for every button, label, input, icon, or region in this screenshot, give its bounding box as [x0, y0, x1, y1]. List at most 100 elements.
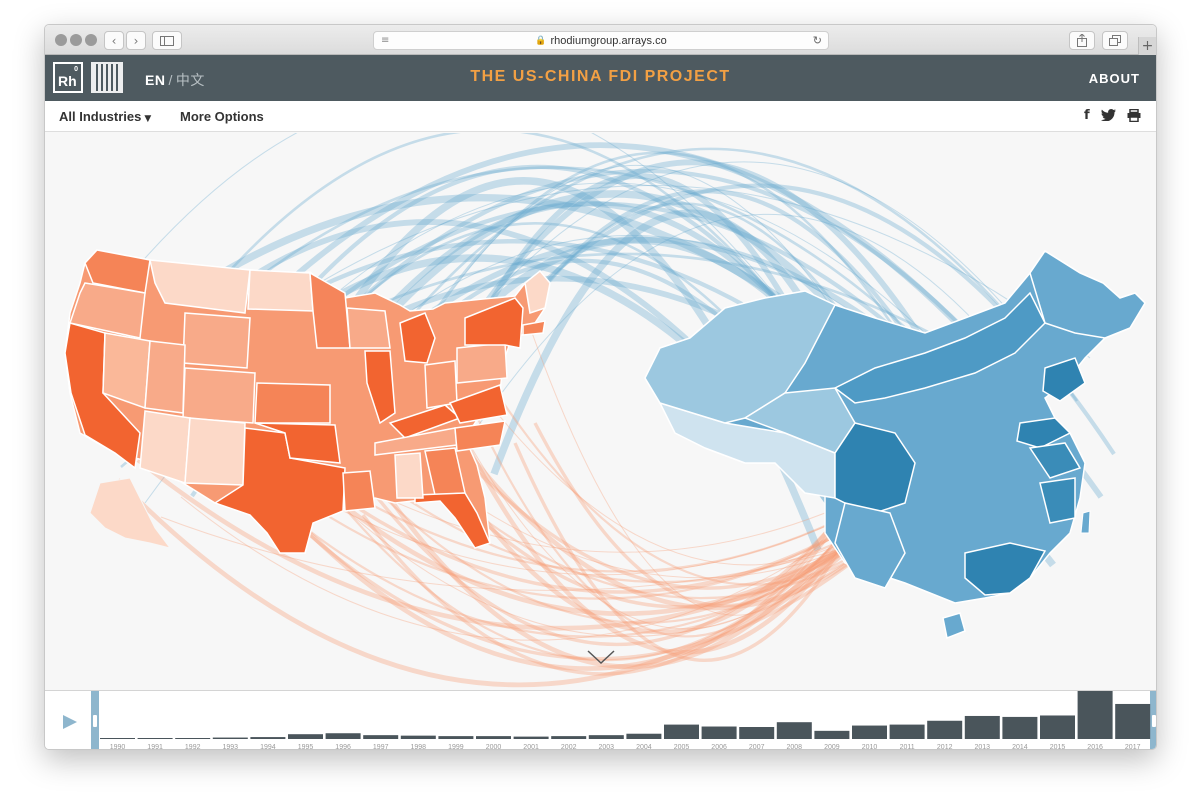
site-header: Rh 0 EN / 中文 THE US-CHINA FDI PROJECT ABOUT — [45, 55, 1156, 101]
timeline-year-label: 2011 — [900, 744, 915, 750]
province-guangdong[interactable] — [964, 542, 1047, 596]
timeline-bar-1995[interactable] — [288, 734, 323, 739]
tabs-overview-button[interactable] — [1102, 31, 1128, 50]
filter-bar: All Industries ▼ More Options f — [45, 101, 1156, 132]
state-ohio[interactable] — [424, 360, 458, 409]
lang-zh-link[interactable]: 中文 — [175, 73, 205, 89]
state-illinois[interactable] — [364, 350, 396, 425]
province-tibet[interactable] — [658, 401, 836, 499]
state-florida[interactable] — [414, 492, 492, 549]
timeline-bar-2007[interactable] — [739, 727, 775, 739]
timeline-bar-2001[interactable] — [513, 736, 549, 739]
timeline-bar-2008[interactable] — [776, 722, 812, 739]
qr-code-logo[interactable] — [91, 62, 123, 93]
province-zhejiang[interactable] — [1039, 477, 1076, 524]
rhodium-logo[interactable]: Rh 0 — [53, 62, 83, 93]
timeline-bar-2003[interactable] — [588, 735, 624, 739]
timeline-bar-2011[interactable] — [889, 724, 925, 739]
play-button[interactable] — [55, 711, 85, 733]
province-yunnan[interactable] — [834, 502, 906, 589]
province-liaoning[interactable] — [1042, 357, 1086, 402]
timeline-bar-1996[interactable] — [325, 733, 361, 739]
state-oregon[interactable] — [69, 282, 146, 339]
timeline-bar-2014[interactable] — [1002, 716, 1038, 739]
timeline-year-label: 2017 — [1125, 744, 1141, 750]
timeline-bar-1992[interactable] — [175, 738, 211, 739]
new-tab-button[interactable]: + — [1138, 37, 1156, 55]
state-alabama[interactable] — [394, 452, 424, 499]
timeline-bar-2015[interactable] — [1040, 715, 1075, 739]
timeline-bar-2013[interactable] — [964, 715, 1000, 739]
state-maine[interactable] — [524, 269, 551, 314]
alaska[interactable] — [89, 477, 172, 549]
range-start-handle[interactable] — [91, 691, 99, 749]
timeline-bar-1991[interactable] — [137, 738, 173, 739]
timeline-year-label: 2004 — [636, 744, 652, 750]
back-button[interactable]: ‹ — [104, 31, 124, 50]
state-michigan[interactable] — [399, 312, 436, 364]
state-virginia[interactable] — [448, 384, 508, 424]
timeline-bar-1994[interactable] — [250, 737, 286, 739]
state-minnesota[interactable] — [309, 271, 351, 349]
fdi-flow-map[interactable] — [45, 133, 1156, 690]
state-kansas[interactable] — [254, 382, 331, 424]
timeline-bar-1999[interactable] — [438, 736, 474, 739]
zoom-window-button[interactable] — [85, 34, 97, 46]
state-new-mexico[interactable] — [184, 417, 246, 486]
province-hainan[interactable] — [942, 612, 966, 640]
timeline-bar-2002[interactable] — [551, 736, 587, 739]
about-link[interactable]: ABOUT — [1088, 71, 1140, 86]
timeline-bar-2004[interactable] — [626, 733, 662, 739]
state-oklahoma[interactable] — [254, 422, 341, 464]
state-north-carolina[interactable] — [454, 420, 506, 452]
province-heilongjiang[interactable] — [1029, 249, 1146, 339]
timeline-bar-2009[interactable] — [814, 730, 850, 739]
timeline-bar-2016[interactable] — [1077, 691, 1113, 739]
state-utah[interactable] — [144, 340, 186, 414]
province-xinjiang[interactable] — [644, 290, 837, 424]
print-icon[interactable] — [1127, 108, 1141, 126]
timeline-bar-1998[interactable] — [400, 735, 436, 739]
state-new-york[interactable] — [464, 297, 524, 349]
address-bar[interactable]: ≡ 🔒 rhodiumgroup.arrays.co ↻ — [373, 31, 829, 50]
reader-icon[interactable]: ≡ — [381, 35, 390, 46]
province-taiwan[interactable] — [1080, 510, 1091, 534]
year-timeline[interactable]: 1990 1991 1992 1993 1994 1995 1996 1997 1998 1999… — [45, 690, 1156, 750]
close-window-button[interactable] — [55, 34, 67, 46]
lang-en-link[interactable]: EN — [145, 72, 166, 88]
timeline-bar-2012[interactable] — [927, 720, 963, 739]
more-options-button[interactable]: More Options — [180, 109, 264, 124]
state-colorado[interactable] — [182, 367, 256, 424]
timeline-bar-2010[interactable] — [852, 725, 887, 739]
state-louisiana[interactable] — [342, 470, 376, 512]
share-button[interactable] — [1069, 31, 1095, 50]
timeline-bar-1993[interactable] — [212, 737, 248, 739]
timeline-bar-2000[interactable] — [476, 736, 511, 739]
timeline-bar-2017[interactable] — [1115, 703, 1151, 739]
state-arizona[interactable] — [139, 410, 191, 485]
state-wisconsin[interactable] — [346, 307, 391, 349]
us-flow-arc — [491, 385, 883, 586]
province-jiangsu[interactable] — [1028, 442, 1082, 479]
state-wyoming[interactable] — [182, 312, 251, 369]
state-montana[interactable] — [149, 259, 251, 314]
chevron-down-icon[interactable] — [587, 650, 615, 665]
timeline-bar-2006[interactable] — [701, 726, 737, 739]
sidebar-button[interactable] — [152, 31, 182, 50]
timeline-bar-2005[interactable] — [664, 724, 699, 739]
forward-button[interactable]: › — [126, 31, 146, 50]
range-end-handle[interactable] — [1150, 691, 1156, 749]
timeline-bar-1990[interactable] — [100, 738, 135, 739]
twitter-icon[interactable] — [1101, 109, 1116, 125]
facebook-icon[interactable]: f — [1084, 108, 1090, 123]
state-north-dakota[interactable] — [247, 269, 314, 312]
province-shandong[interactable] — [1016, 417, 1072, 449]
province-sichuan[interactable] — [834, 422, 916, 514]
state-pennsylvania[interactable] — [456, 342, 508, 384]
minimize-window-button[interactable] — [70, 34, 82, 46]
timeline-bar-1997[interactable] — [363, 735, 399, 739]
state-massachusetts[interactable] — [522, 320, 546, 336]
industries-dropdown[interactable]: All Industries ▼ — [59, 109, 151, 124]
china-flow-arc — [209, 185, 1091, 359]
reload-icon[interactable]: ↻ — [812, 34, 822, 47]
